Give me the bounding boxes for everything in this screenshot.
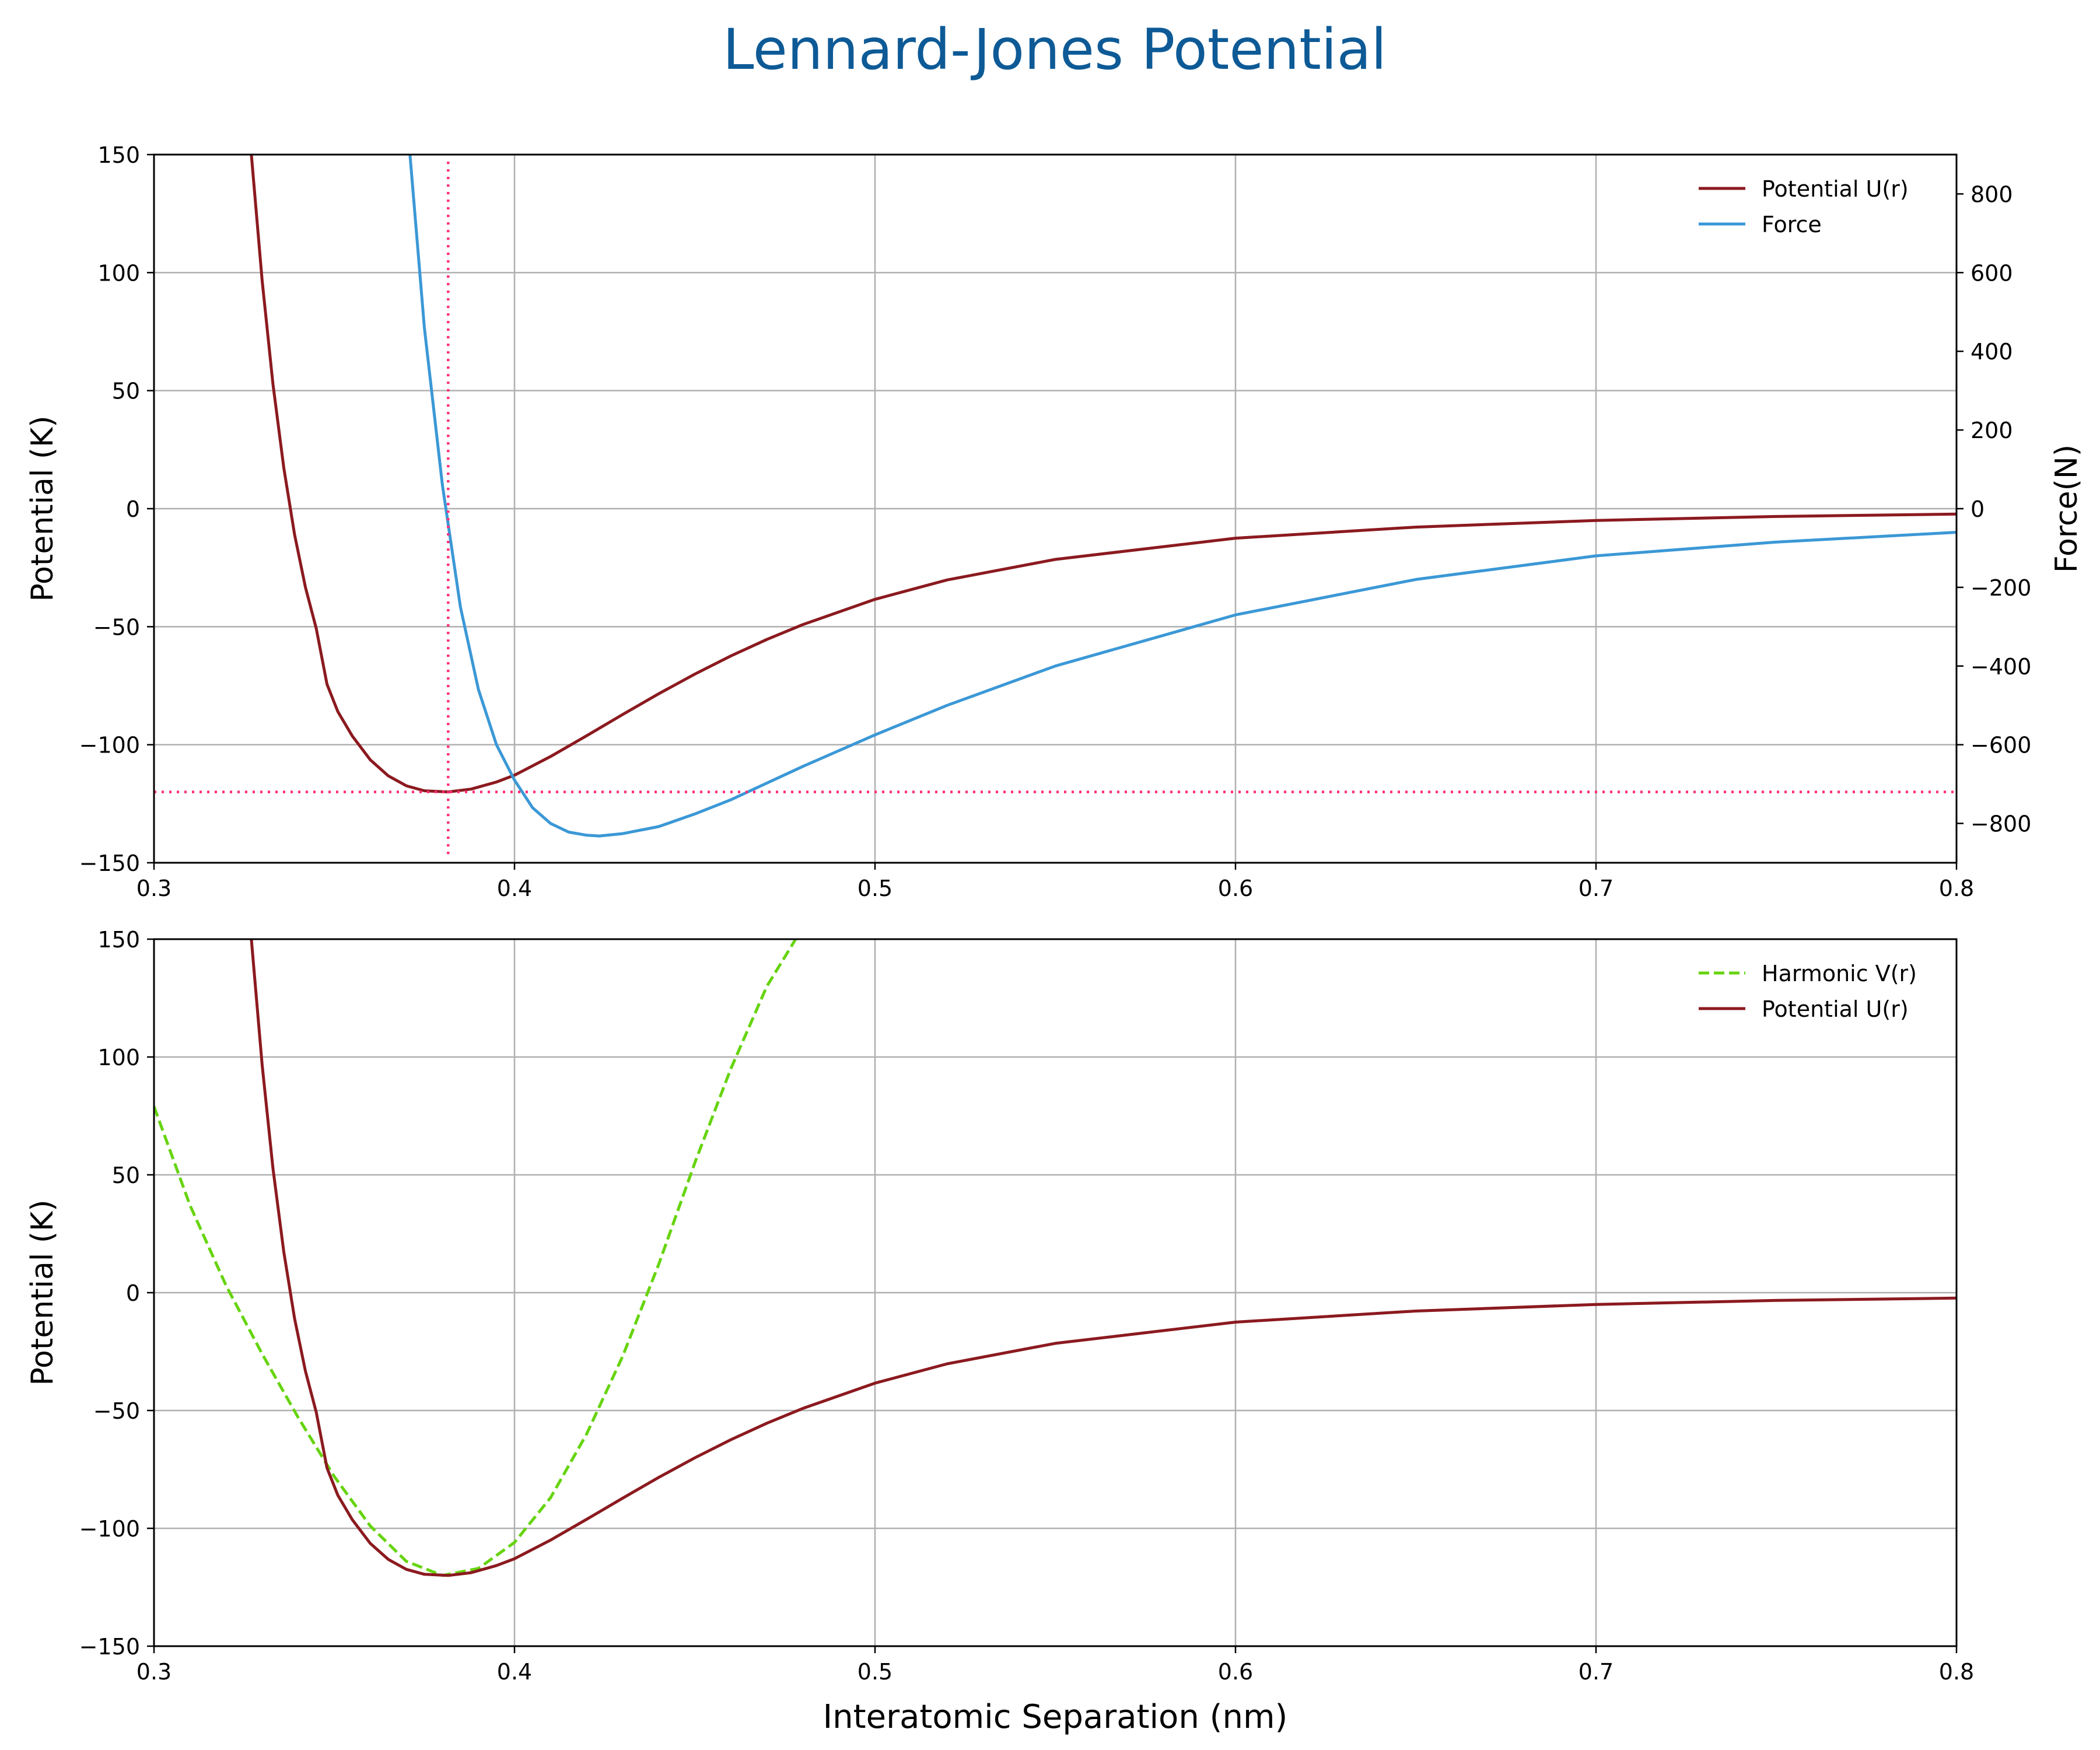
series-line-potential-u-r	[250, 939, 1957, 1577]
series-line-potential-u-r	[250, 155, 1957, 794]
legend-label: Force	[1762, 212, 1822, 237]
y-tick-label: 50	[112, 1163, 140, 1188]
x-tick-label: 0.4	[497, 1659, 532, 1685]
x-tick-label: 0.7	[1578, 1659, 1614, 1685]
x-tick-label: 0.5	[858, 876, 892, 901]
y2-axis-label: Force(N)	[2049, 444, 2084, 573]
y2-tick-label: −200	[1971, 575, 2031, 601]
y2-tick-label: 400	[1971, 339, 2013, 365]
y2-tick-label: −400	[1971, 654, 2031, 680]
y-tick-label: 100	[97, 260, 140, 286]
x-tick-label: 0.3	[136, 876, 172, 901]
x-axis-label: Interatomic Separation (nm)	[823, 1698, 1288, 1736]
y-tick-label: 0	[126, 496, 140, 522]
x-tick-label: 0.5	[858, 1659, 892, 1685]
series-group	[154, 155, 1957, 856]
x-tick-label: 0.4	[497, 876, 532, 901]
y-tick-label: 100	[97, 1045, 140, 1070]
y2-tick-label: −600	[1971, 733, 2031, 758]
y-tick-label: 0	[126, 1280, 140, 1306]
y2-tick-label: 200	[1971, 418, 2013, 443]
series-group	[154, 939, 1957, 1577]
y-tick-label: −50	[93, 1398, 140, 1424]
y-tick-label: −150	[79, 1634, 140, 1660]
legend: Harmonic V(r) Potential U(r)	[1699, 961, 1917, 1022]
x-tick-label: 0.8	[1939, 1659, 1974, 1685]
x-tick-label: 0.7	[1578, 876, 1614, 901]
y-tick-label: −150	[79, 850, 140, 876]
panel-2: 0.3 0.4 0.5 0.6 0.7 0.8 150 100 50 0 −50 −100 −150 Po…	[25, 927, 1974, 1736]
y-axis-label: Potential (K)	[25, 415, 60, 601]
legend-label: Potential U(r)	[1762, 996, 1909, 1022]
y2-tick-label: −800	[1971, 811, 2031, 837]
y2-tick-label: 800	[1971, 181, 2013, 207]
y-tick-label: −100	[79, 733, 140, 758]
figure-title: Lennard-Jones Potential	[723, 17, 1387, 82]
x-tick-label: 0.3	[136, 1659, 172, 1685]
legend-label: Potential U(r)	[1762, 176, 1909, 202]
y-tick-label: −50	[93, 614, 140, 640]
x-tick-label: 0.8	[1939, 876, 1974, 901]
y-tick-label: 150	[97, 927, 140, 953]
series-line-harmonic-v-r	[154, 939, 797, 1577]
series-line-force	[408, 155, 1957, 838]
y-tick-label: 50	[112, 379, 140, 404]
legend: Potential U(r) Force	[1699, 176, 1909, 237]
y2-tick-label: 600	[1971, 260, 2013, 286]
panel-1: 0.3 0.4 0.5 0.6 0.7 0.8 150 100 50 0 −50 −100 −150 80…	[25, 142, 2084, 901]
y-tick-label: −100	[79, 1516, 140, 1542]
y-tick-label: 150	[97, 142, 140, 168]
y2-tick-label: 0	[1971, 496, 1985, 522]
x-tick-label: 0.6	[1218, 1659, 1253, 1685]
legend-label: Harmonic V(r)	[1762, 961, 1917, 986]
x-tick-label: 0.6	[1218, 876, 1253, 901]
y-axis-label: Potential (K)	[25, 1199, 60, 1385]
